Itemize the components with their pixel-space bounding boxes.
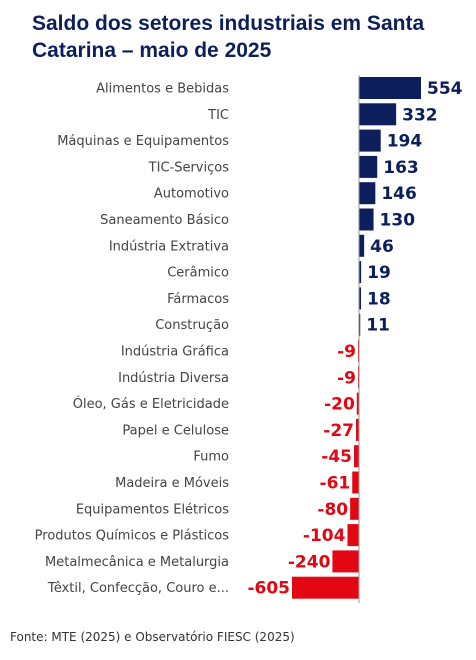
value-label: -9 xyxy=(337,368,356,388)
category-label: Óleo, Gás e Eletricidade xyxy=(73,396,229,412)
bar-chart: Alimentos e Bebidas 554 TIC 332 Máquinas e E… xyxy=(35,75,463,603)
category-label: Metalmecânica e Metalurgia xyxy=(45,555,229,570)
value-label: 11 xyxy=(366,316,390,336)
value-label: 130 xyxy=(380,211,416,231)
value-label: -80 xyxy=(317,500,348,520)
category-label: Indústria Diversa xyxy=(118,371,229,386)
bar xyxy=(359,77,421,99)
bar xyxy=(359,182,376,205)
value-label: -61 xyxy=(320,474,351,494)
chart-title: Saldo dos setores industriais em Santa C… xyxy=(32,12,425,62)
category-label: Máquinas e Equipamentos xyxy=(57,134,229,149)
value-label: 146 xyxy=(381,184,417,204)
bar xyxy=(347,524,359,547)
bar xyxy=(356,392,359,415)
bar xyxy=(354,445,359,468)
value-label: 194 xyxy=(387,132,423,152)
value-label: 46 xyxy=(370,237,394,257)
category-label: Papel e Celulose xyxy=(122,423,229,438)
value-label: 18 xyxy=(367,289,391,309)
source-note: Fonte: MTE (2025) e Observatório FIESC (… xyxy=(10,630,295,644)
value-label: -9 xyxy=(337,342,356,362)
category-label: Madeira e Móveis xyxy=(115,476,229,491)
value-label: -20 xyxy=(324,395,355,415)
category-label: Produtos Químicos e Plásticos xyxy=(35,529,230,544)
category-label: Alimentos e Bebidas xyxy=(96,82,229,97)
value-label: -605 xyxy=(247,579,290,599)
bar xyxy=(352,471,359,494)
bar xyxy=(350,497,359,520)
bar xyxy=(359,287,362,310)
bar xyxy=(292,576,359,599)
category-label: Saneamento Básico xyxy=(100,213,229,228)
category-label: Cerâmico xyxy=(167,266,229,281)
category-label: TIC xyxy=(207,108,229,123)
category-label: Indústria Gráfica xyxy=(121,345,229,360)
value-label: -27 xyxy=(323,421,354,441)
category-label: Equipamentos Elétricos xyxy=(76,502,229,517)
category-label: Automotivo xyxy=(154,187,229,202)
bar xyxy=(359,234,365,257)
category-label: TIC-Serviços xyxy=(148,160,230,175)
value-label: 332 xyxy=(402,105,438,125)
bar xyxy=(359,313,361,336)
bar xyxy=(356,418,359,441)
bar xyxy=(359,129,381,152)
value-label: -240 xyxy=(288,552,331,572)
value-label: 163 xyxy=(383,158,419,178)
category-label: Têxtil, Confecção, Couro e... xyxy=(47,581,229,596)
category-label: Indústria Extrativa xyxy=(109,239,229,254)
value-label: -45 xyxy=(321,447,352,467)
value-label: 19 xyxy=(367,263,391,283)
category-label: Fármacos xyxy=(167,292,229,307)
bar xyxy=(359,103,397,126)
bar xyxy=(332,550,359,573)
value-label: 554 xyxy=(427,79,463,99)
bar xyxy=(359,155,378,178)
bar xyxy=(359,208,374,231)
value-label: -104 xyxy=(303,526,346,546)
bar xyxy=(359,261,362,284)
category-label: Construção xyxy=(155,318,229,333)
category-label: Fumo xyxy=(193,450,229,465)
